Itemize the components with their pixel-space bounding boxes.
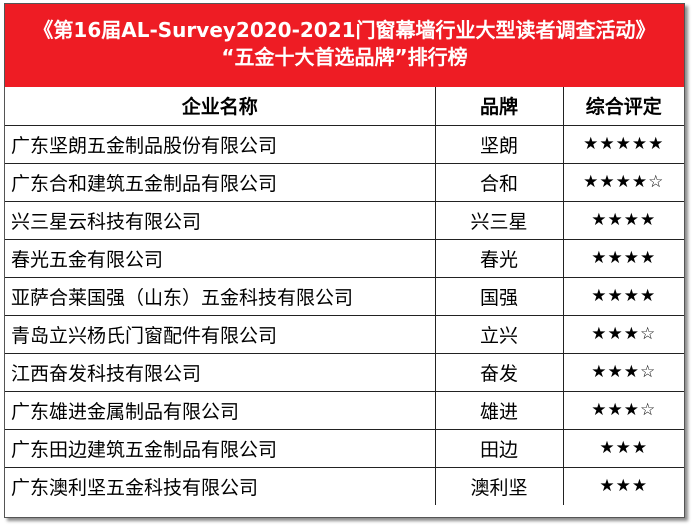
table-row: 广东雄进金属制品有限公司 雄进 ★★★☆	[5, 390, 684, 430]
table-row: 青岛立兴杨氏门窗配件有限公司 立兴 ★★★☆	[5, 314, 684, 354]
brand-cell: 春光	[434, 238, 564, 278]
brand-cell: 立兴	[434, 314, 564, 354]
column-header-brand: 品牌	[434, 87, 564, 126]
company-name-cell: 春光五金有限公司	[5, 238, 436, 278]
table-header-row: 企业名称 品牌 综合评定	[5, 87, 684, 126]
rating-stars: ★★★★☆	[562, 162, 684, 202]
rating-stars: ★★★★	[562, 276, 684, 316]
table-row: 春光五金有限公司 春光 ★★★★	[5, 238, 684, 278]
brand-cell: 奋发	[434, 352, 564, 392]
company-name-cell: 亚萨合莱国强（山东）五金科技有限公司	[5, 276, 436, 316]
brand-cell: 雄进	[434, 390, 564, 430]
brand-cell: 国强	[434, 276, 564, 316]
company-name-cell: 江西奋发科技有限公司	[5, 352, 436, 392]
table-row: 兴三星云科技有限公司 兴三星 ★★★★	[5, 200, 684, 240]
brand-cell: 田边	[434, 428, 564, 468]
company-name-cell: 广东雄进金属制品有限公司	[5, 390, 436, 430]
rating-stars: ★★★★	[562, 238, 684, 278]
brand-cell: 兴三星	[434, 200, 564, 240]
title-line-1: 《第16届AL-Survey2020-2021门窗幕墙行业大型读者调查活动》	[33, 18, 656, 42]
table-row: 广东澳利坚五金科技有限公司 澳利坚 ★★★	[5, 466, 684, 505]
brand-cell: 坚朗	[434, 124, 564, 164]
table-row: 广东合和建筑五金制品有限公司 合和 ★★★★☆	[5, 162, 684, 202]
rating-stars: ★★★☆	[562, 390, 684, 430]
rating-stars: ★★★☆	[562, 314, 684, 354]
rating-stars: ★★★☆	[562, 352, 684, 392]
ranking-table: 企业名称 品牌 综合评定 广东坚朗五金制品股份有限公司 坚朗 ★★★★★ 广东合…	[5, 87, 684, 505]
company-name-cell: 青岛立兴杨氏门窗配件有限公司	[5, 314, 436, 354]
column-header-company: 企业名称	[5, 87, 436, 126]
company-name-cell: 广东合和建筑五金制品有限公司	[5, 162, 436, 202]
ranking-card: 《第16届AL-Survey2020-2021门窗幕墙行业大型读者调查活动》 “…	[4, 3, 685, 518]
table-row: 亚萨合莱国强（山东）五金科技有限公司 国强 ★★★★	[5, 276, 684, 316]
title-banner: 《第16届AL-Survey2020-2021门窗幕墙行业大型读者调查活动》 “…	[5, 4, 684, 87]
rating-stars: ★★★★★	[562, 124, 684, 164]
rating-stars: ★★★★	[562, 200, 684, 240]
table-row: 广东坚朗五金制品股份有限公司 坚朗 ★★★★★	[5, 124, 684, 164]
company-name-cell: 广东坚朗五金制品股份有限公司	[5, 124, 436, 164]
rating-stars: ★★★	[562, 466, 684, 505]
brand-cell: 澳利坚	[434, 466, 564, 505]
company-name-cell: 兴三星云科技有限公司	[5, 200, 436, 240]
company-name-cell: 广东澳利坚五金科技有限公司	[5, 466, 436, 505]
table-row: 广东田边建筑五金制品有限公司 田边 ★★★	[5, 428, 684, 468]
brand-cell: 合和	[434, 162, 564, 202]
company-name-cell: 广东田边建筑五金制品有限公司	[5, 428, 436, 468]
title-line-2: “五金十大首选品牌”排行榜	[221, 45, 468, 69]
table-row: 江西奋发科技有限公司 奋发 ★★★☆	[5, 352, 684, 392]
rating-stars: ★★★	[562, 428, 684, 468]
column-header-rating: 综合评定	[562, 87, 684, 126]
